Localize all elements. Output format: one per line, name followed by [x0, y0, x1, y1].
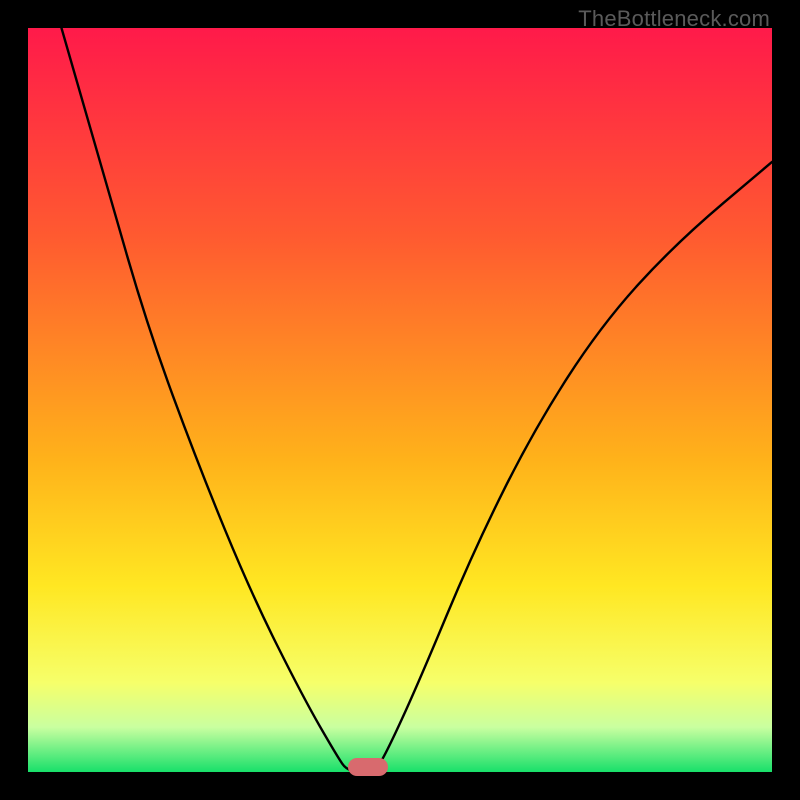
optimum-marker — [348, 758, 388, 776]
bottleneck-curve — [61, 28, 772, 772]
gradient-plot-area — [28, 28, 772, 772]
chart-frame: TheBottleneck.com — [0, 0, 800, 800]
curve-layer — [28, 28, 772, 772]
